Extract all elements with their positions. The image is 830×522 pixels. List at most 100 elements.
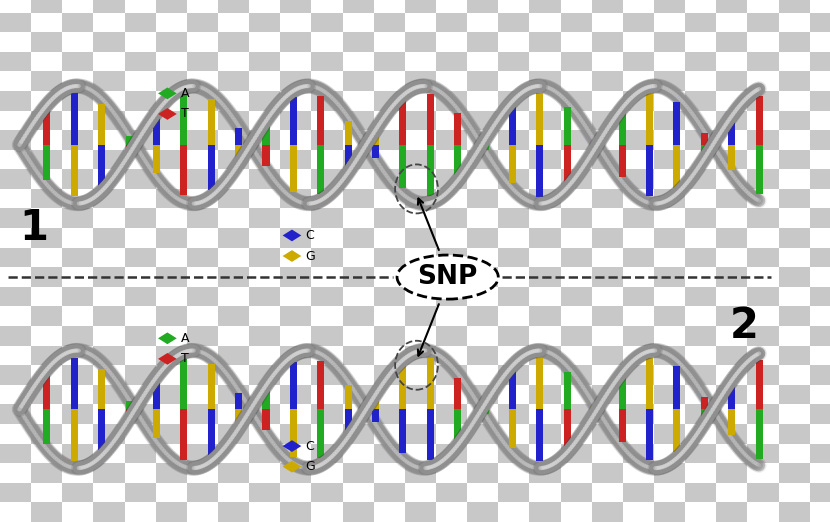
Bar: [281, 189, 311, 208]
Bar: [124, 189, 156, 208]
Bar: [249, 444, 281, 463]
Bar: [716, 463, 747, 483]
Bar: [405, 346, 436, 365]
Bar: [281, 444, 311, 463]
Bar: [124, 169, 156, 189]
Bar: [62, 52, 94, 72]
Bar: [622, 247, 654, 267]
Bar: [399, 409, 407, 453]
Bar: [374, 0, 405, 13]
Bar: [187, 0, 218, 13]
Bar: [728, 409, 735, 435]
Bar: [685, 228, 716, 247]
Bar: [685, 463, 716, 483]
Bar: [755, 360, 763, 409]
Bar: [62, 306, 94, 326]
Bar: [124, 130, 156, 150]
Bar: [779, 150, 810, 169]
Bar: [0, 424, 32, 444]
Bar: [654, 228, 685, 247]
Bar: [218, 0, 249, 13]
Bar: [62, 326, 94, 346]
Bar: [124, 13, 156, 32]
Polygon shape: [282, 230, 301, 241]
Bar: [498, 424, 530, 444]
Bar: [747, 169, 779, 189]
Bar: [187, 502, 218, 522]
Bar: [592, 72, 622, 91]
Bar: [62, 208, 94, 228]
Bar: [71, 409, 78, 461]
Bar: [654, 52, 685, 72]
Bar: [536, 358, 544, 409]
Bar: [405, 267, 436, 287]
Bar: [622, 463, 654, 483]
Bar: [343, 326, 374, 346]
Ellipse shape: [397, 255, 498, 299]
Bar: [405, 424, 436, 444]
Bar: [779, 91, 810, 111]
Bar: [249, 228, 281, 247]
Bar: [654, 169, 685, 189]
Bar: [187, 306, 218, 326]
Bar: [622, 52, 654, 72]
Bar: [311, 13, 343, 32]
Bar: [32, 365, 62, 385]
Bar: [343, 287, 374, 306]
Bar: [281, 228, 311, 247]
Bar: [560, 267, 592, 287]
Bar: [654, 405, 685, 424]
Bar: [716, 444, 747, 463]
Bar: [810, 463, 830, 483]
Bar: [405, 32, 436, 52]
Bar: [311, 287, 343, 306]
Bar: [592, 91, 622, 111]
Bar: [187, 287, 218, 306]
Bar: [374, 111, 405, 130]
Bar: [436, 13, 467, 32]
Bar: [685, 483, 716, 502]
Bar: [374, 169, 405, 189]
Bar: [374, 287, 405, 306]
Bar: [591, 145, 598, 148]
Bar: [343, 32, 374, 52]
Bar: [592, 0, 622, 13]
Bar: [530, 0, 560, 13]
Bar: [156, 365, 187, 385]
Bar: [399, 366, 407, 409]
Bar: [311, 72, 343, 91]
Bar: [281, 463, 311, 483]
Bar: [622, 385, 654, 405]
Bar: [467, 483, 498, 502]
Bar: [498, 111, 530, 130]
Bar: [124, 346, 156, 365]
Bar: [654, 306, 685, 326]
Bar: [290, 145, 297, 192]
Bar: [467, 13, 498, 32]
Bar: [673, 145, 681, 188]
Bar: [728, 145, 735, 170]
Bar: [436, 72, 467, 91]
Bar: [747, 405, 779, 424]
Bar: [343, 13, 374, 32]
Bar: [481, 145, 489, 150]
Bar: [592, 502, 622, 522]
Bar: [467, 463, 498, 483]
Bar: [810, 111, 830, 130]
Bar: [235, 393, 242, 409]
Bar: [592, 424, 622, 444]
Bar: [454, 145, 461, 176]
Bar: [536, 409, 544, 461]
Bar: [591, 409, 598, 413]
Bar: [498, 0, 530, 13]
Bar: [343, 247, 374, 267]
Bar: [0, 150, 32, 169]
Bar: [343, 72, 374, 91]
Bar: [716, 228, 747, 247]
Bar: [262, 145, 270, 166]
Bar: [454, 378, 461, 409]
Bar: [281, 502, 311, 522]
Bar: [685, 405, 716, 424]
Bar: [810, 444, 830, 463]
Bar: [530, 463, 560, 483]
